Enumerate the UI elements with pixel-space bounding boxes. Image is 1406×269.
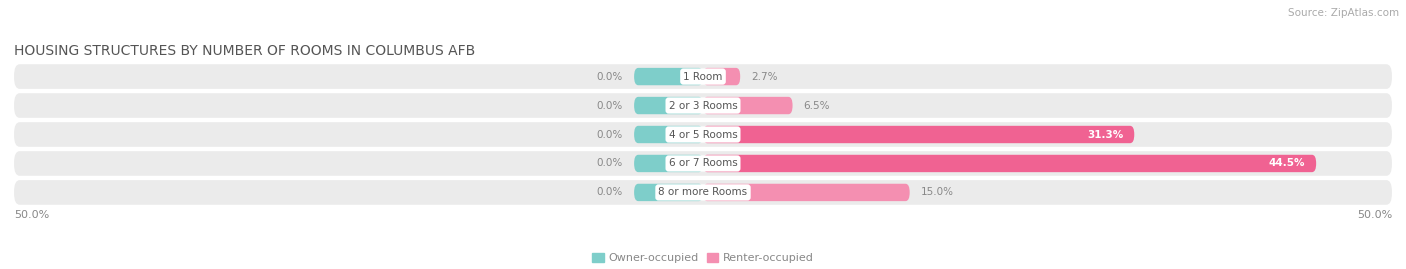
FancyBboxPatch shape bbox=[703, 126, 1135, 143]
FancyBboxPatch shape bbox=[634, 97, 703, 114]
Text: 2 or 3 Rooms: 2 or 3 Rooms bbox=[669, 101, 737, 111]
FancyBboxPatch shape bbox=[14, 180, 1392, 205]
Text: 0.0%: 0.0% bbox=[596, 158, 623, 168]
Text: Source: ZipAtlas.com: Source: ZipAtlas.com bbox=[1288, 8, 1399, 18]
FancyBboxPatch shape bbox=[14, 64, 1392, 89]
FancyBboxPatch shape bbox=[703, 97, 793, 114]
FancyBboxPatch shape bbox=[634, 68, 703, 85]
FancyBboxPatch shape bbox=[703, 184, 910, 201]
FancyBboxPatch shape bbox=[703, 68, 740, 85]
Text: 4 or 5 Rooms: 4 or 5 Rooms bbox=[669, 129, 737, 140]
Text: 6.5%: 6.5% bbox=[804, 101, 830, 111]
Text: 31.3%: 31.3% bbox=[1087, 129, 1123, 140]
Text: 8 or more Rooms: 8 or more Rooms bbox=[658, 187, 748, 197]
FancyBboxPatch shape bbox=[14, 151, 1392, 176]
Text: 15.0%: 15.0% bbox=[921, 187, 953, 197]
FancyBboxPatch shape bbox=[14, 93, 1392, 118]
Text: 0.0%: 0.0% bbox=[596, 187, 623, 197]
Text: 6 or 7 Rooms: 6 or 7 Rooms bbox=[669, 158, 737, 168]
FancyBboxPatch shape bbox=[634, 155, 703, 172]
Text: 0.0%: 0.0% bbox=[596, 72, 623, 82]
Text: 2.7%: 2.7% bbox=[751, 72, 778, 82]
FancyBboxPatch shape bbox=[14, 122, 1392, 147]
Text: 0.0%: 0.0% bbox=[596, 101, 623, 111]
Text: 0.0%: 0.0% bbox=[596, 129, 623, 140]
Text: 50.0%: 50.0% bbox=[1357, 210, 1392, 220]
Text: 1 Room: 1 Room bbox=[683, 72, 723, 82]
FancyBboxPatch shape bbox=[634, 184, 703, 201]
Legend: Owner-occupied, Renter-occupied: Owner-occupied, Renter-occupied bbox=[588, 248, 818, 268]
Text: 50.0%: 50.0% bbox=[14, 210, 49, 220]
FancyBboxPatch shape bbox=[703, 155, 1316, 172]
FancyBboxPatch shape bbox=[634, 126, 703, 143]
Text: 44.5%: 44.5% bbox=[1268, 158, 1305, 168]
Text: HOUSING STRUCTURES BY NUMBER OF ROOMS IN COLUMBUS AFB: HOUSING STRUCTURES BY NUMBER OF ROOMS IN… bbox=[14, 44, 475, 58]
